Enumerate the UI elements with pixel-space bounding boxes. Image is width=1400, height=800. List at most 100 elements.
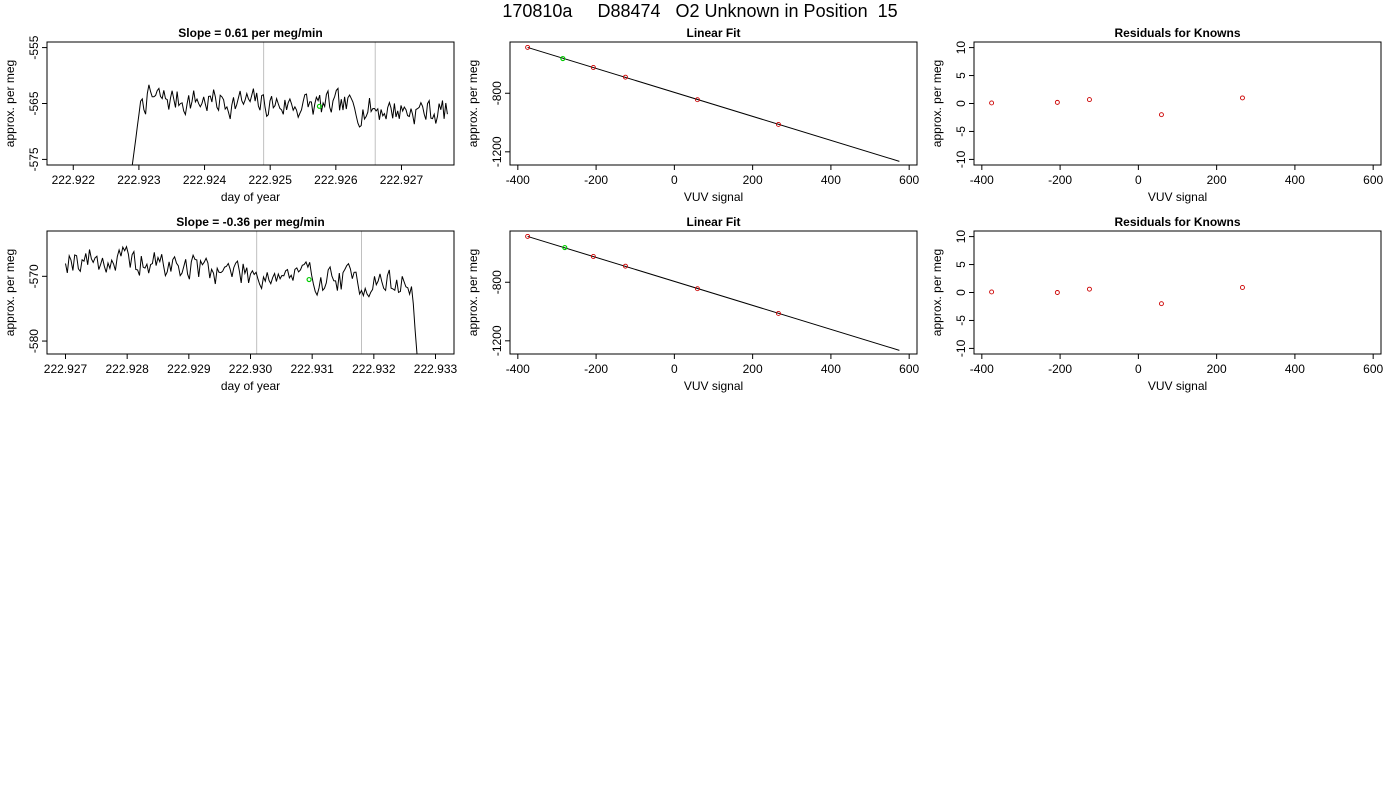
y-tick-label: 10 (954, 41, 968, 55)
plot-area (989, 285, 1245, 307)
x-axis-label: VUV signal (684, 379, 743, 393)
x-tick-label: 222.925 (248, 173, 292, 187)
x-tick-label: -400 (506, 173, 530, 187)
x-tick-label: 222.929 (167, 362, 211, 376)
x-tick-label: 222.927 (380, 173, 424, 187)
x-tick-label: 222.928 (105, 362, 149, 376)
y-tick-label: 0 (954, 289, 968, 296)
x-tick-label: 400 (1285, 362, 1305, 376)
y-axis-label: approx. per meg (3, 60, 17, 147)
highlight-point (560, 55, 566, 62)
plot-frame (973, 230, 1382, 355)
x-tick-label: 200 (743, 362, 763, 376)
x-tick-label: 222.933 (414, 362, 458, 376)
plot-title: Linear Fit (686, 26, 740, 40)
x-tick-label: 0 (671, 362, 678, 376)
y-tick-label: 5 (954, 72, 968, 79)
y-tick-label: -565 (27, 91, 41, 115)
plot-title: Residuals for Knowns (1114, 215, 1240, 229)
series-line (131, 84, 448, 165)
x-tick-label: 600 (1363, 362, 1383, 376)
y-tick-label: -575 (27, 147, 41, 171)
data-point (590, 254, 596, 259)
x-tick-label: -200 (584, 173, 608, 187)
y-tick-label: -800 (490, 270, 504, 294)
data-point (776, 310, 781, 316)
x-tick-label: 200 (743, 173, 763, 187)
y-axis-label: approx. per meg (3, 249, 17, 336)
data-point (1240, 95, 1245, 101)
highlight-point (562, 244, 568, 251)
x-tick-label: 222.930 (229, 362, 273, 376)
fit-line (527, 235, 900, 351)
data-point (989, 100, 995, 106)
x-tick-label: 222.923 (117, 173, 161, 187)
x-tick-label: 222.926 (314, 173, 358, 187)
data-point (1086, 286, 1092, 292)
plot-title: Linear Fit (686, 215, 740, 229)
y-tick-label: -1200 (490, 325, 504, 356)
x-tick-label: -400 (970, 173, 994, 187)
data-point (1159, 301, 1164, 307)
x-tick-label: 400 (821, 173, 841, 187)
x-tick-label: 200 (1207, 362, 1227, 376)
data-point (622, 263, 628, 269)
y-tick-label: -5 (954, 315, 968, 326)
y-tick-label: -580 (27, 329, 41, 353)
data-point (525, 233, 531, 239)
x-tick-label: 0 (1135, 173, 1142, 187)
highlight-point (306, 276, 312, 283)
x-axis-label: VUV signal (1148, 379, 1207, 393)
x-tick-label: 400 (1285, 173, 1305, 187)
data-point (1054, 99, 1060, 105)
y-tick-label: -10 (954, 150, 968, 168)
y-tick-label: -555 (27, 35, 41, 59)
y-tick-label: -800 (490, 81, 504, 105)
data-point (622, 74, 628, 80)
page-title: 170810a D88474 O2 Unknown in Position 15 (502, 1, 898, 21)
y-axis-label: approx. per meg (466, 249, 480, 336)
data-point (989, 289, 995, 295)
plot-p3: Residuals for Knowns -400 -200 0 200 400 600 -1… (930, 26, 1384, 204)
data-point (1086, 97, 1092, 103)
data-point (590, 65, 596, 70)
y-axis-label: approx. per meg (930, 60, 944, 147)
x-tick-label: 0 (1135, 362, 1142, 376)
plot-frame (46, 41, 455, 166)
highlight-point (316, 103, 323, 109)
plot-frame (46, 230, 455, 355)
data-point (695, 97, 700, 103)
plot-p2: Linear Fit -400 -200 0 200 400 600 -1200 -800 VUV… (466, 26, 920, 204)
x-tick-label: 222.924 (183, 173, 227, 187)
x-axis-label: VUV signal (1148, 190, 1207, 204)
y-axis-label: approx. per meg (466, 60, 480, 147)
x-tick-label: -200 (584, 362, 608, 376)
plot-p6: Residuals for Knowns -400 -200 0 200 400 600 -1… (930, 215, 1384, 393)
x-tick-label: -200 (1048, 362, 1072, 376)
plot-area (525, 44, 900, 162)
x-tick-label: -400 (506, 362, 530, 376)
plot-frame (973, 41, 1382, 166)
data-point (1159, 112, 1164, 118)
x-tick-label: -400 (970, 362, 994, 376)
plot-p1: Slope = 0.61 per meg/min 222.922 222.923 22… (3, 26, 455, 204)
data-point (1240, 285, 1245, 290)
plot-area (131, 84, 448, 165)
x-axis-label: VUV signal (684, 190, 743, 204)
data-point (695, 286, 700, 292)
data-point (1054, 290, 1060, 295)
y-tick-label: 5 (954, 261, 968, 268)
plot-p4: Slope = -0.36 per meg/min 222.927 222.928 2… (3, 215, 458, 393)
fit-line (527, 46, 900, 162)
plot-frame (509, 230, 918, 355)
x-tick-label: 222.927 (44, 362, 88, 376)
x-tick-label: 222.932 (352, 362, 396, 376)
plot-area (65, 245, 418, 354)
y-tick-label: -1200 (490, 136, 504, 167)
plot-title: Slope = -0.36 per meg/min (176, 215, 324, 229)
x-axis-label: day of year (221, 190, 280, 204)
data-point (525, 44, 531, 50)
x-tick-label: 600 (899, 173, 919, 187)
y-axis-label: approx. per meg (930, 249, 944, 336)
y-tick-label: -10 (954, 339, 968, 357)
